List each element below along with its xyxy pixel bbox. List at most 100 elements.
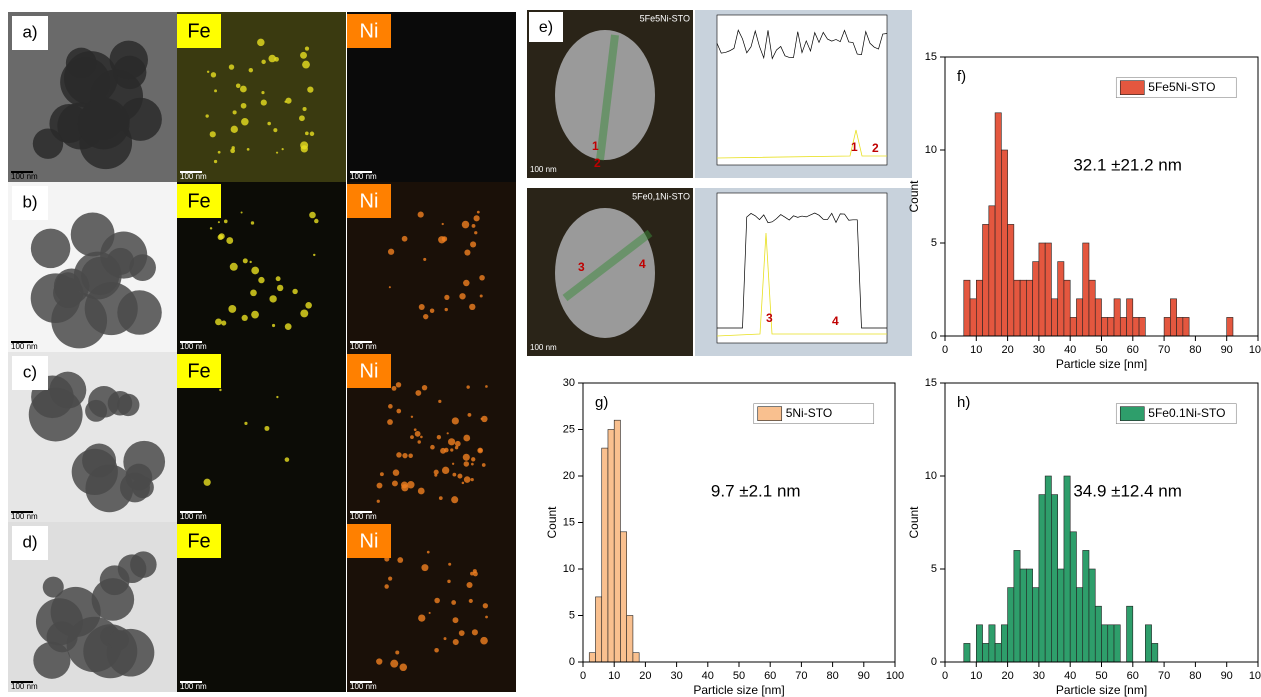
histogram-bar	[1069, 317, 1077, 337]
histogram-bar	[994, 112, 1002, 337]
scale-bar-label: 100 nm	[11, 512, 38, 521]
ni-signal	[401, 484, 409, 492]
ni-signal	[446, 432, 449, 435]
fe-signal	[231, 146, 235, 150]
ni-signal	[392, 469, 400, 476]
ni-signal	[396, 408, 402, 414]
x-tick-label: 0	[942, 670, 948, 682]
ni-signal	[396, 452, 402, 458]
ni-signal	[376, 482, 383, 489]
scale-bar-label: 100 nm	[11, 342, 38, 351]
y-tick-label: 15	[925, 51, 937, 63]
ni-signal	[448, 438, 456, 446]
histogram-bar	[1082, 242, 1090, 337]
ni-signal	[452, 617, 459, 624]
histogram-bar	[1013, 279, 1021, 337]
fe-label-box	[177, 14, 221, 48]
histogram-bar	[1101, 624, 1109, 663]
fe-signal	[206, 70, 210, 74]
x-tick-label: 30	[1033, 344, 1045, 356]
fe-signal	[300, 51, 307, 59]
histogram-bar	[1019, 568, 1027, 663]
scale-bar-label: 100 nm	[350, 512, 377, 521]
fe-signal	[217, 150, 221, 154]
fe-signal	[244, 421, 248, 425]
ni-signal	[463, 461, 470, 467]
ni-signal	[471, 462, 474, 466]
row-label: d)	[22, 532, 37, 551]
panel-label: e)	[539, 19, 553, 36]
fe-signal	[251, 266, 260, 275]
histogram-bar	[1057, 261, 1065, 337]
particle	[77, 97, 130, 150]
row-label: a)	[22, 22, 37, 41]
fe-signal	[242, 258, 248, 264]
x-tick-label: 30	[670, 670, 682, 682]
fe-signal	[268, 54, 276, 63]
y-tick-label: 10	[925, 470, 937, 482]
x-tick-label: 100	[1249, 344, 1261, 356]
annotation: 32.1 ±21.2 nm	[1073, 155, 1182, 174]
ni-signal	[463, 476, 471, 483]
ni-signal	[469, 303, 476, 311]
scale-bar-label: 100 nm	[11, 172, 38, 181]
histogram-bar	[1126, 298, 1134, 337]
fe-signal	[210, 72, 217, 78]
fe-signal	[267, 121, 271, 126]
profile-line	[716, 29, 888, 60]
particle	[85, 464, 134, 513]
ni-signal	[387, 248, 395, 255]
histogram-bar	[982, 643, 990, 663]
legend-box	[1115, 77, 1237, 98]
histogram-bar	[1101, 317, 1109, 337]
ni-signal	[418, 304, 425, 311]
histogram-bar	[988, 205, 996, 337]
histogram-bar	[963, 643, 971, 663]
marker-label: 3	[578, 260, 585, 274]
marker-label: 4	[639, 257, 646, 271]
fe-signal	[305, 131, 309, 136]
ni-signal	[413, 428, 417, 432]
ni-signal	[458, 630, 465, 636]
fe-signal	[275, 151, 279, 154]
profile-plot	[716, 192, 888, 344]
x-tick-label: 60	[1127, 670, 1139, 682]
ni-signal	[468, 598, 473, 604]
scale-bar-label: 100 nm	[180, 342, 207, 351]
ni-signal	[376, 499, 380, 503]
fe-signal	[215, 318, 222, 326]
fe-signal	[260, 99, 267, 106]
scale-bar-label: 100 nm	[11, 682, 38, 691]
ni-signal	[485, 615, 488, 619]
row-label-box	[12, 526, 48, 560]
ni-signal	[421, 384, 428, 391]
histogram-bar	[1094, 605, 1102, 663]
ni-signal	[485, 385, 488, 388]
histogram-bar	[1126, 605, 1134, 663]
x-tick-label: 20	[1001, 344, 1013, 356]
legend-label: 5Fe5Ni-STO	[1148, 80, 1215, 94]
histogram-bar	[1051, 494, 1058, 663]
x-tick-label: 20	[1001, 670, 1013, 682]
ni-signal	[471, 457, 476, 462]
panel-label: f)	[957, 68, 966, 85]
ni-signal	[452, 472, 457, 477]
particle	[30, 228, 71, 269]
particle	[85, 399, 108, 422]
ni-signal	[471, 629, 478, 636]
ni-signal	[451, 462, 455, 465]
y-tick-label: 5	[931, 237, 937, 249]
marker-label: 1	[592, 139, 599, 153]
histogram-bar	[1069, 531, 1077, 663]
ni-signal	[407, 481, 415, 489]
fe-signal	[217, 234, 224, 241]
ni-signal	[457, 473, 463, 479]
row-label-box	[12, 16, 48, 50]
panel-label-box	[529, 12, 563, 42]
ni-signal	[388, 286, 391, 289]
fe-signal	[309, 211, 316, 219]
histogram-bar	[588, 652, 596, 663]
ni-signal	[417, 440, 421, 444]
fe-signal	[257, 38, 265, 47]
y-tick-label: 20	[563, 470, 575, 482]
